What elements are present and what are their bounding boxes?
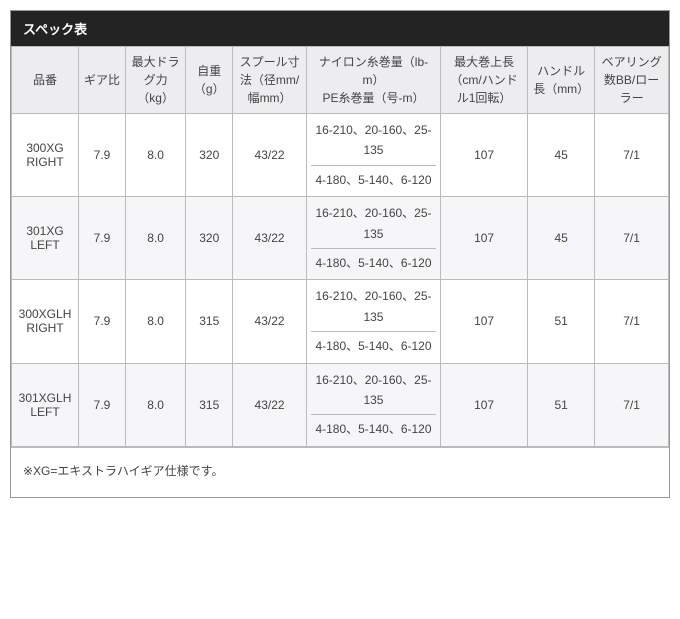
col-capacity-nylon: ナイロン糸巻量（lb-m）: [311, 53, 436, 89]
spec-header: スペック表: [11, 11, 669, 46]
cell-model: 301XG LEFT: [12, 197, 79, 280]
col-bearing: ベアリング数BB/ローラー: [595, 47, 669, 114]
cell-bearing: 7/1: [595, 114, 669, 197]
spec-table: 品番 ギア比 最大ドラグ力（kg） 自重（g） スプール寸法（径mm/幅mm） …: [11, 46, 669, 447]
cell-capacity-nylon: 16-210、20-160、25-135: [311, 370, 436, 411]
col-gear: ギア比: [79, 47, 126, 114]
footnote: ※XG=エキストラハイギア仕様です。: [11, 447, 669, 497]
cell-capacity-pe: 4-180、5-140、6-120: [311, 336, 436, 356]
divider: [311, 414, 436, 415]
cell-capacity-nylon: 16-210、20-160、25-135: [311, 203, 436, 244]
divider: [311, 165, 436, 166]
table-row: 300XGLH RIGHT7.98.031543/2216-210、20-160…: [12, 280, 669, 363]
cell-capacity-pe: 4-180、5-140、6-120: [311, 170, 436, 190]
cell-model: 300XG RIGHT: [12, 114, 79, 197]
col-retrieve: 最大巻上長（cm/ハンドル1回転）: [441, 47, 528, 114]
cell-retrieve: 107: [441, 363, 528, 446]
cell-spool: 43/22: [233, 280, 307, 363]
cell-drag: 8.0: [125, 197, 185, 280]
cell-bearing: 7/1: [595, 197, 669, 280]
cell-drag: 8.0: [125, 280, 185, 363]
spec-header-title: スペック表: [23, 22, 87, 37]
table-body: 300XG RIGHT7.98.032043/2216-210、20-160、2…: [12, 114, 669, 447]
divider: [311, 248, 436, 249]
cell-drag: 8.0: [125, 114, 185, 197]
cell-handle: 45: [528, 197, 595, 280]
cell-capacity-pe: 4-180、5-140、6-120: [311, 419, 436, 439]
cell-spool: 43/22: [233, 363, 307, 446]
table-row: 301XGLH LEFT7.98.031543/2216-210、20-160、…: [12, 363, 669, 446]
cell-gear: 7.9: [79, 280, 126, 363]
cell-gear: 7.9: [79, 363, 126, 446]
cell-capacity-nylon: 16-210、20-160、25-135: [311, 286, 436, 327]
cell-retrieve: 107: [441, 197, 528, 280]
cell-capacity-pe: 4-180、5-140、6-120: [311, 253, 436, 273]
cell-spool: 43/22: [233, 197, 307, 280]
cell-retrieve: 107: [441, 114, 528, 197]
cell-capacity: 16-210、20-160、25-135 4-180、5-140、6-120: [306, 363, 440, 446]
spec-table-container: スペック表 品番 ギア比 最大ドラグ力（kg） 自重（g） スプール寸法（径mm…: [10, 10, 670, 498]
cell-weight: 320: [186, 114, 233, 197]
cell-weight: 315: [186, 280, 233, 363]
cell-capacity: 16-210、20-160、25-135 4-180、5-140、6-120: [306, 114, 440, 197]
cell-spool: 43/22: [233, 114, 307, 197]
cell-weight: 320: [186, 197, 233, 280]
cell-gear: 7.9: [79, 197, 126, 280]
divider: [311, 331, 436, 332]
cell-drag: 8.0: [125, 363, 185, 446]
cell-bearing: 7/1: [595, 280, 669, 363]
col-handle: ハンドル長（mm）: [528, 47, 595, 114]
col-drag: 最大ドラグ力（kg）: [125, 47, 185, 114]
col-capacity: ナイロン糸巻量（lb-m） PE糸巻量（号-m）: [306, 47, 440, 114]
cell-handle: 51: [528, 280, 595, 363]
col-capacity-pe: PE糸巻量（号-m）: [311, 89, 436, 107]
table-row: 301XG LEFT7.98.032043/2216-210、20-160、25…: [12, 197, 669, 280]
cell-model: 300XGLH RIGHT: [12, 280, 79, 363]
cell-retrieve: 107: [441, 280, 528, 363]
col-model: 品番: [12, 47, 79, 114]
cell-capacity-nylon: 16-210、20-160、25-135: [311, 120, 436, 161]
cell-capacity: 16-210、20-160、25-135 4-180、5-140、6-120: [306, 280, 440, 363]
cell-handle: 45: [528, 114, 595, 197]
cell-gear: 7.9: [79, 114, 126, 197]
col-weight: 自重（g）: [186, 47, 233, 114]
table-row: 300XG RIGHT7.98.032043/2216-210、20-160、2…: [12, 114, 669, 197]
cell-weight: 315: [186, 363, 233, 446]
cell-bearing: 7/1: [595, 363, 669, 446]
col-spool: スプール寸法（径mm/幅mm）: [233, 47, 307, 114]
cell-handle: 51: [528, 363, 595, 446]
table-header-row: 品番 ギア比 最大ドラグ力（kg） 自重（g） スプール寸法（径mm/幅mm） …: [12, 47, 669, 114]
cell-model: 301XGLH LEFT: [12, 363, 79, 446]
cell-capacity: 16-210、20-160、25-135 4-180、5-140、6-120: [306, 197, 440, 280]
